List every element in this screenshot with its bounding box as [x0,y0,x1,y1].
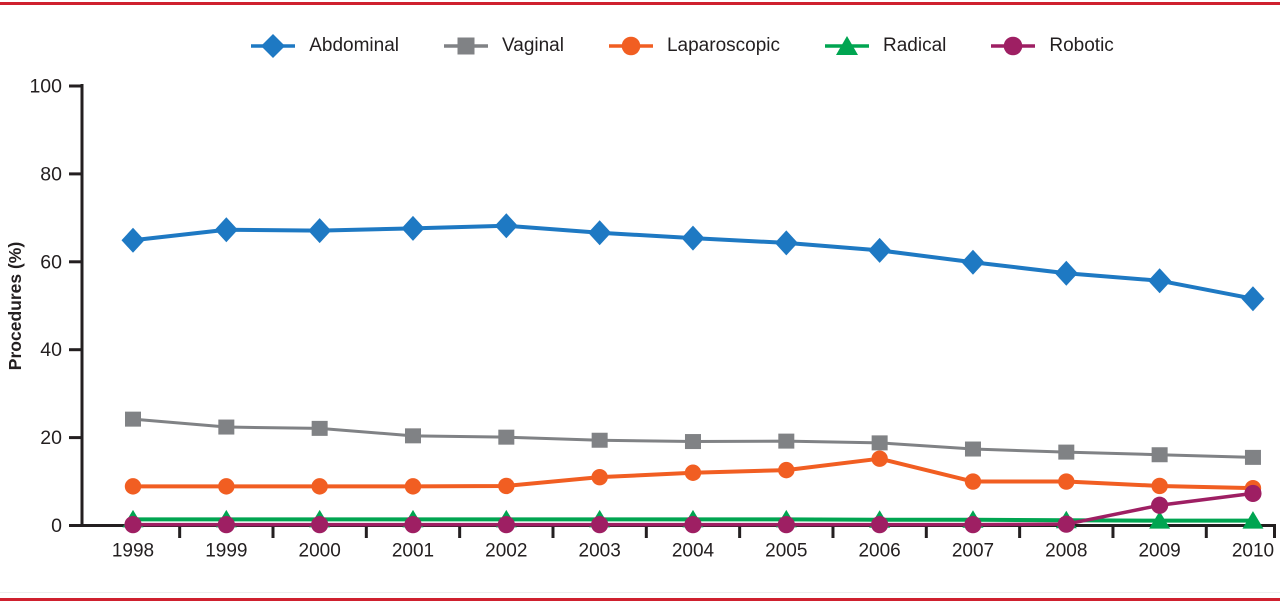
marker-vaginal-2005 [778,433,795,449]
legend-item-vaginal: Vaginal [443,34,564,58]
marker-vaginal-2008 [1058,444,1075,460]
series-abdominal [121,213,1265,312]
x-year-label-2009: 2009 [1138,541,1180,562]
marker-abdominal-2004 [681,225,705,251]
legend-marker-vaginal-icon [443,37,488,55]
marker-abdominal-2003 [588,220,612,246]
marker-laparoscopic-2008 [1058,473,1075,490]
marker-vaginal-2003 [591,432,608,448]
legend-label-laparoscopic: Laparoscopic [666,35,780,56]
top-red-rule [0,2,1280,5]
x-year-label-1999: 1999 [205,541,247,562]
marker-laparoscopic-2005 [778,461,795,479]
marker-abdominal-2000 [308,218,332,244]
x-year-label-2010: 2010 [1232,541,1274,562]
x-year-label-2006: 2006 [858,541,900,562]
legend-item-robotic: Robotic [990,34,1114,58]
marker-vaginal-2010 [1244,449,1261,465]
marker-laparoscopic-2001 [404,478,422,495]
legend: Abdominal Vaginal Laparoscopic Radical Robot… [42,34,1280,58]
legend-marker-abdominal-icon [251,34,296,58]
legend-label-abdominal: Abdominal [309,35,399,56]
legend-item-abdominal: Abdominal [250,34,399,58]
marker-abdominal-1998 [121,227,145,253]
y-tick-label-40: 40 [40,339,62,361]
legend-item-radical: Radical [824,34,946,58]
marker-laparoscopic-2009 [1151,477,1168,495]
series-robotic [124,484,1262,534]
marker-robotic-2006 [871,516,889,534]
y-tick-label-80: 80 [40,163,62,185]
legend-marker-laparoscopic-icon [608,36,653,56]
marker-robotic-2007 [964,516,982,534]
marker-abdominal-2005 [774,230,798,256]
marker-laparoscopic-2004 [684,464,702,481]
marker-robotic-2002 [497,516,515,534]
x-year-label-2001: 2001 [392,541,434,562]
marker-laparoscopic-2003 [591,468,608,486]
marker-robotic-2003 [591,516,609,534]
y-tick-label-100: 100 [29,76,62,98]
marker-abdominal-2008 [1054,260,1078,286]
marker-radical-2009 [1149,511,1171,529]
series-vaginal [125,411,1261,465]
marker-vaginal-2004 [684,434,701,450]
y-tick-label-0: 0 [51,515,62,537]
bottom-red-rule [0,598,1280,601]
marker-vaginal-1998 [125,411,141,427]
marker-vaginal-2006 [871,435,888,451]
marker-abdominal-2009 [1148,268,1172,294]
marker-laparoscopic-1998 [124,478,142,495]
legend-marker-robotic-icon [991,36,1036,56]
marker-abdominal-2007 [961,249,985,275]
y-tick-label-20: 20 [40,427,62,449]
marker-robotic-2000 [311,516,329,534]
marker-vaginal-2007 [964,441,981,457]
marker-robotic-2008 [1057,515,1075,533]
marker-robotic-1998 [124,516,142,534]
marker-laparoscopic-2000 [311,478,328,495]
legend-label-robotic: Robotic [1049,35,1114,56]
series-laparoscopic [124,450,1262,497]
marker-laparoscopic-2002 [498,477,515,495]
marker-abdominal-2010 [1241,286,1265,312]
marker-robotic-2009 [1151,496,1169,514]
x-year-label-2000: 2000 [299,541,341,562]
marker-vaginal-2002 [498,429,515,445]
legend-label-radical: Radical [883,35,947,56]
legend-label-vaginal: Vaginal [501,35,564,56]
marker-abdominal-2006 [868,237,892,263]
marker-vaginal-1999 [218,419,235,435]
marker-vaginal-2009 [1151,447,1168,463]
marker-robotic-2001 [404,516,422,534]
marker-laparoscopic-1999 [218,478,235,495]
marker-vaginal-2001 [404,428,421,444]
marker-abdominal-1999 [214,217,238,243]
x-year-label-2002: 2002 [485,541,527,562]
y-axis-label: Procedures (%) [5,241,25,371]
x-year-label-1998: 1998 [112,541,154,562]
marker-laparoscopic-2006 [871,450,888,467]
marker-radical-2010 [1242,511,1264,529]
x-year-label-2005: 2005 [765,541,807,562]
marker-robotic-2004 [684,516,702,534]
x-year-label-2007: 2007 [952,541,994,562]
x-year-label-2003: 2003 [579,541,621,562]
legend-item-laparoscopic: Laparoscopic [608,34,780,58]
axes: 0 20 40 60 80 100 1998 1999 2000 2001 2002 2003 2004… [29,76,1276,562]
marker-abdominal-2001 [401,215,425,241]
marker-robotic-2005 [777,516,795,534]
marker-abdominal-2002 [494,213,518,239]
marker-robotic-1999 [217,516,235,534]
bottom-faint-rule [0,592,1280,593]
marker-robotic-2010 [1244,484,1262,503]
marker-laparoscopic-2007 [964,473,982,490]
x-year-label-2004: 2004 [672,541,715,562]
x-year-label-2008: 2008 [1045,541,1087,562]
legend-marker-radical-icon [825,36,869,55]
y-tick-label-60: 60 [40,251,62,273]
marker-vaginal-2000 [311,420,328,436]
